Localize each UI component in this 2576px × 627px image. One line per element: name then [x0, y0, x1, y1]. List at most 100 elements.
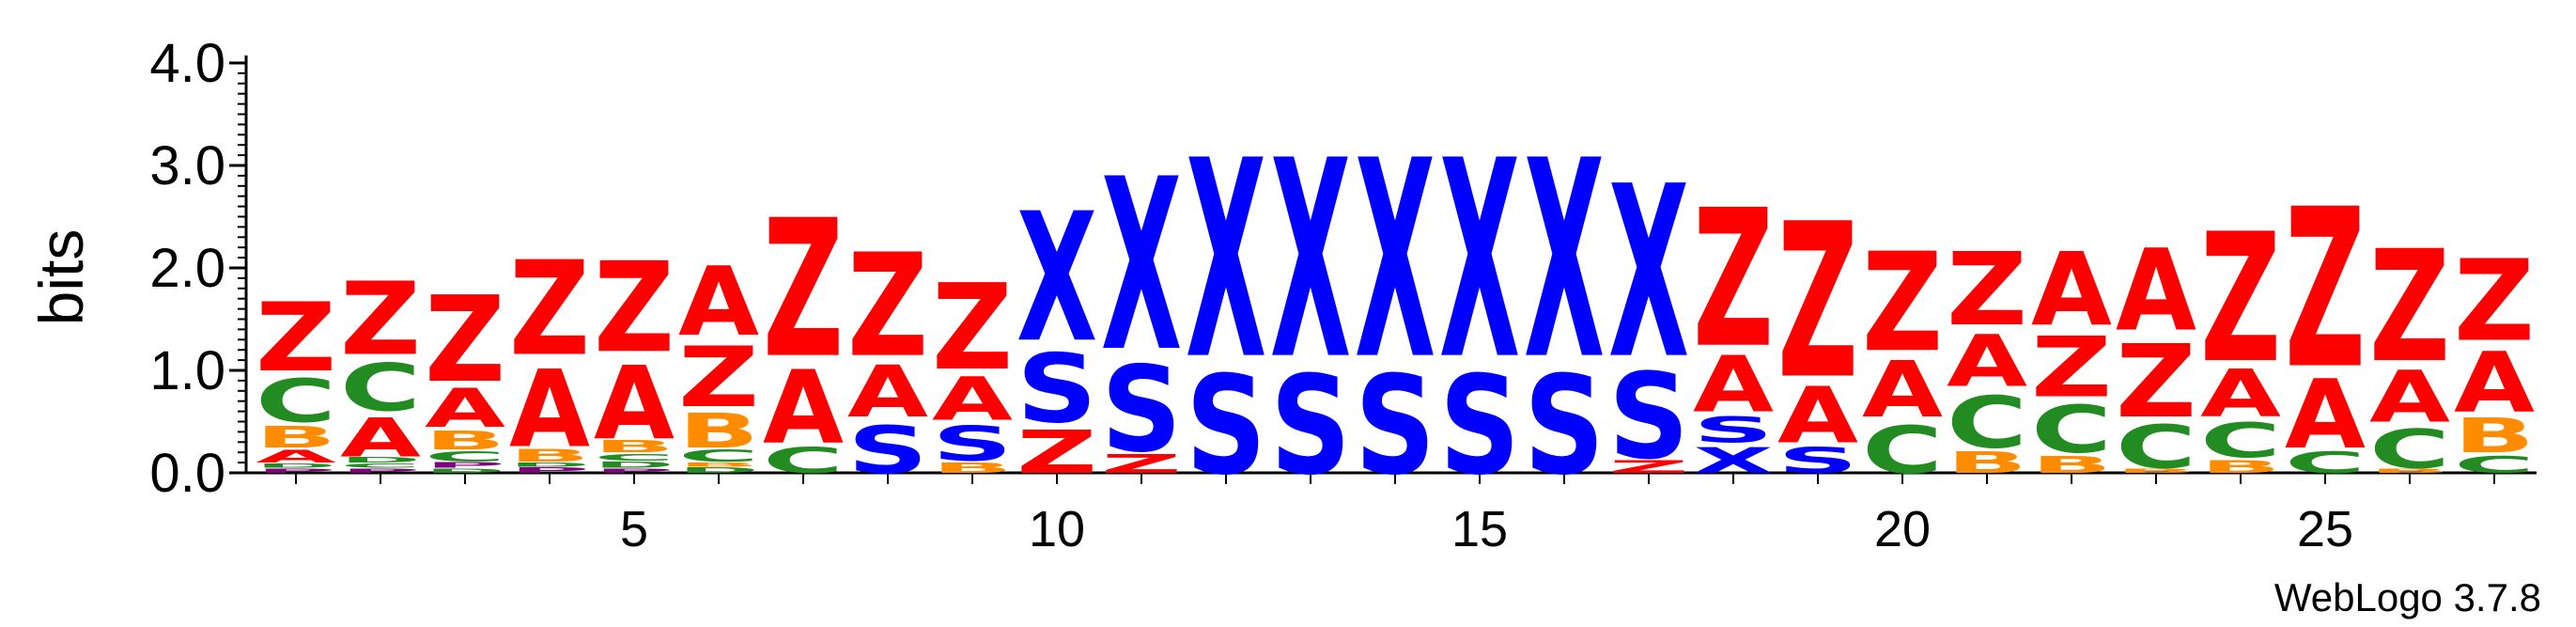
logo-letter-s: S — [1270, 348, 1351, 506]
logo-letter-glyph: Z — [2200, 196, 2281, 402]
logo-letter-z: Z — [509, 234, 590, 385]
logo-letter-a: A — [678, 248, 759, 358]
y-tick-label: 4.0 — [149, 33, 225, 94]
logo-letter-glyph: Z — [847, 225, 928, 390]
logo-letter-a: A — [1862, 346, 1944, 436]
logo-letter-glyph: X — [1524, 102, 1605, 419]
logo-letter-glyph: X — [1016, 175, 1097, 382]
logo-letter-a: A — [594, 345, 675, 462]
logo-letter-glyph: C — [678, 447, 759, 466]
logo-letter-glyph: B — [256, 419, 336, 454]
logo-letter-a: A — [1777, 371, 1859, 462]
logo-letter-glyph: Z — [2285, 162, 2366, 417]
logo-letter-glyph: X — [1608, 135, 1689, 412]
logo-letter-c: C — [2031, 392, 2112, 468]
logo-letter-a: A — [1947, 321, 2028, 402]
logo-letter-a: A — [2200, 356, 2281, 432]
logo-letter-glyph: C — [2116, 414, 2196, 482]
logo-letter-glyph: S — [1186, 348, 1266, 506]
logo-letter-d: D — [256, 462, 336, 469]
logo-letter-z: Z — [763, 180, 844, 400]
logo-letter-x: X — [1355, 102, 1435, 419]
logo-letter-glyph: D — [425, 467, 505, 474]
logo-letter-x: X — [1439, 102, 1520, 419]
logo-letter-a: A — [425, 377, 505, 439]
y-axis-label: bits — [26, 229, 96, 326]
axes-group: 0.0 1.0 2.0 3.0 4.0 5 10 15 20 25 — [149, 33, 2537, 557]
logo-letter-glyph: B — [594, 437, 675, 457]
logo-letter-b: B — [2116, 467, 2196, 474]
logo-letter-glyph: B — [678, 403, 759, 459]
logo-letter-a: A — [847, 352, 929, 433]
logo-letter-a: A — [509, 349, 590, 472]
logo-letter-x: X — [1186, 102, 1266, 419]
logo-letter-glyph: B — [2200, 457, 2281, 478]
logo-letter-glyph: C — [594, 452, 675, 463]
logo-letter-glyph: B — [2369, 467, 2450, 474]
logo-letter-c: C — [594, 452, 675, 463]
logo-letter-z: Z — [2031, 319, 2112, 415]
logo-letter-glyph: B — [2116, 467, 2196, 474]
logo-letter-glyph: C — [340, 350, 421, 426]
logo-letter-glyph: D — [256, 462, 336, 469]
logo-letter-glyph: X — [1101, 128, 1182, 404]
logo-letter-s: S — [1101, 340, 1182, 478]
logo-letter-glyph: A — [2369, 356, 2451, 438]
logo-letter-c: C — [425, 448, 505, 465]
logo-letter-s: S — [1016, 334, 1097, 445]
logo-letter-glyph: B — [509, 446, 590, 466]
logo-letter-glyph: A — [509, 349, 590, 472]
logo-letter-b: B — [678, 403, 759, 459]
logo-letter-z: Z — [1608, 457, 1689, 478]
logo-letter-glyph: C — [2200, 414, 2281, 469]
logo-letter-c: C — [2285, 446, 2366, 480]
x-tick-label: 5 — [620, 501, 648, 557]
logo-letter-c: C — [2116, 414, 2196, 482]
logo-letter-glyph: Z — [425, 271, 505, 409]
logo-letter-a: A — [932, 365, 1013, 433]
logo-letter-z: Z — [1777, 178, 1858, 426]
y-tick-label: 1.0 — [149, 340, 225, 401]
logo-letter-s: S — [1439, 348, 1520, 506]
logo-letter-glyph: S — [1524, 348, 1605, 506]
logo-letter-b: B — [425, 426, 505, 456]
logo-letter-a: A — [2369, 356, 2451, 438]
logo-letter-b: B — [256, 419, 336, 454]
logo-letter-glyph: A — [425, 377, 505, 439]
logo-letter-b: B — [932, 460, 1013, 477]
logo-letter-a: A — [256, 447, 336, 467]
logo-letter-glyph: B — [425, 426, 505, 456]
logo-letter-glyph: S — [1355, 348, 1435, 506]
logo-letter-glyph: X — [1693, 440, 1774, 481]
logo-letter-s: S — [1524, 348, 1605, 506]
logo-letter-c: C — [2454, 451, 2535, 478]
logo-letter-glyph: Z — [1693, 169, 1774, 389]
logo-letter-z: Z — [2200, 196, 2281, 402]
logo-letter-glyph: C — [340, 462, 421, 469]
logo-letter-p: P — [594, 467, 675, 474]
logo-letter-a: A — [2031, 231, 2112, 349]
logo-letter-glyph: S — [1608, 348, 1689, 486]
logo-letter-a: A — [1693, 340, 1775, 431]
logo-letter-a: A — [2454, 335, 2535, 431]
logo-letter-glyph: A — [256, 447, 336, 467]
x-tick-label: 25 — [2297, 501, 2353, 557]
logo-letter-glyph: S — [1439, 348, 1520, 506]
logo-letter-z: Z — [847, 225, 928, 390]
logo-letter-glyph: X — [1439, 102, 1520, 419]
logo-letter-d: D — [509, 462, 590, 468]
logo-letter-glyph: C — [1862, 413, 1943, 489]
logo-letter-s: S — [1186, 348, 1266, 506]
logo-letter-glyph: D — [509, 462, 590, 468]
logo-letter-glyph: A — [763, 349, 844, 466]
letter-stacks: PDABCZPCDACZDPCBAZPDBAZPDCBAZDBCBZACAZSA… — [256, 102, 2535, 505]
logo-letter-z: Z — [1016, 418, 1097, 487]
y-tick-label: 2.0 — [149, 238, 225, 299]
logo-letter-x: X — [1016, 175, 1097, 382]
logo-letter-d: D — [340, 456, 421, 464]
logo-letter-d: D — [678, 466, 759, 475]
logo-letter-b: B — [2454, 409, 2535, 464]
logo-letter-x: X — [1693, 440, 1774, 481]
logo-letter-glyph: B — [2454, 409, 2535, 464]
logo-letter-glyph: B — [1947, 446, 2027, 480]
